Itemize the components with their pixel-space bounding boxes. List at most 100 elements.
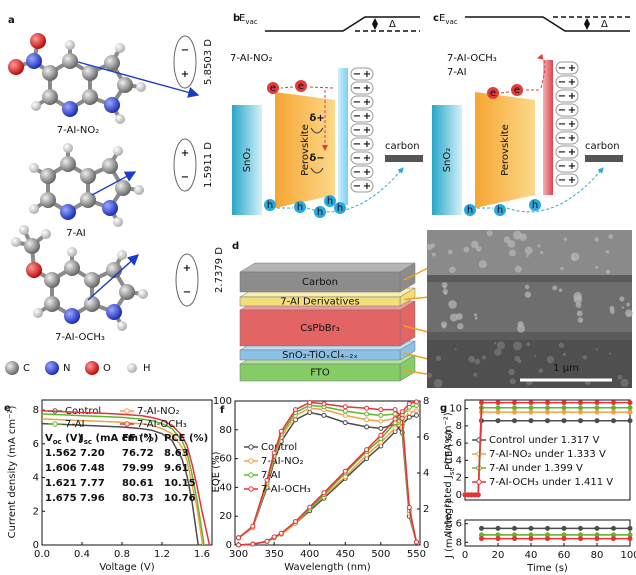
dipole-pill bbox=[173, 35, 197, 89]
sign: − bbox=[183, 287, 191, 298]
evac-label-part: vac bbox=[445, 18, 457, 26]
legend-marker bbox=[248, 444, 254, 450]
sem-grain bbox=[595, 348, 598, 351]
perovskite-label: Perovskite bbox=[300, 124, 311, 176]
layer-label: Carbon bbox=[302, 277, 338, 288]
hole-label: h bbox=[337, 203, 343, 214]
series-marker bbox=[278, 428, 284, 434]
sem-grain bbox=[449, 266, 456, 274]
electron-label: e bbox=[270, 83, 276, 94]
y-axis-label: Current density (mA cm⁻²) bbox=[7, 406, 18, 539]
plot-frame bbox=[41, 399, 213, 546]
x-tick-label: 0.0 bbox=[34, 549, 50, 560]
atom bbox=[84, 272, 100, 288]
table-header-part: (mA cm⁻²) bbox=[92, 433, 152, 444]
sem-grain bbox=[442, 324, 447, 329]
sign: − bbox=[181, 45, 189, 56]
series-marker bbox=[528, 536, 534, 542]
sem-grain bbox=[435, 355, 442, 361]
series-marker bbox=[594, 400, 600, 406]
dipole-pill bbox=[175, 253, 199, 307]
sem-grain bbox=[524, 291, 532, 298]
legend-label: Control bbox=[261, 442, 297, 453]
hole bbox=[529, 199, 541, 211]
legend-label: Control bbox=[65, 406, 101, 417]
y2-tick-label: 6 bbox=[423, 432, 429, 443]
series-marker bbox=[321, 490, 327, 496]
sem-grain bbox=[443, 285, 447, 289]
legend-label: 7-AI under 1.399 V bbox=[489, 463, 583, 474]
sign: − bbox=[181, 172, 189, 183]
sem-grain bbox=[449, 313, 458, 322]
legend-marker bbox=[124, 421, 130, 427]
y-tick-label: 40 bbox=[219, 482, 232, 493]
series-marker bbox=[364, 447, 370, 453]
series-marker bbox=[594, 405, 600, 411]
atom bbox=[117, 250, 127, 260]
atom bbox=[82, 89, 98, 105]
y-axis-label: EQE (%) bbox=[211, 451, 222, 492]
x-tick-label: 80 bbox=[591, 550, 604, 561]
charge-well bbox=[310, 127, 324, 174]
series-marker bbox=[528, 409, 534, 415]
layer-label: CsPbBr₃ bbox=[300, 323, 340, 334]
panel-letter: d bbox=[232, 241, 239, 252]
series-marker bbox=[495, 418, 501, 424]
x-tick-label: 450 bbox=[336, 549, 355, 560]
table-cell: 1.675 bbox=[45, 493, 77, 504]
series-marker bbox=[611, 409, 616, 415]
perovskite-label: Perovskite bbox=[500, 124, 511, 176]
table-cell: 76.72 bbox=[122, 448, 154, 459]
series-marker bbox=[399, 415, 405, 421]
hole-label: h bbox=[467, 205, 473, 216]
series-marker bbox=[512, 525, 517, 531]
series-marker bbox=[512, 405, 517, 411]
y2-tick-label: 4 bbox=[423, 468, 429, 479]
sign: − bbox=[558, 133, 566, 144]
series-marker bbox=[627, 409, 633, 415]
legend-marker bbox=[248, 472, 254, 478]
series-marker bbox=[512, 400, 517, 406]
sno2-layer bbox=[432, 105, 462, 215]
sign: − bbox=[353, 153, 361, 164]
sign: − bbox=[558, 105, 566, 116]
y-tick-label: 6 bbox=[456, 438, 462, 449]
series-marker bbox=[342, 468, 348, 474]
hole-label: h bbox=[297, 202, 303, 213]
series-marker bbox=[611, 405, 616, 411]
layer-label: 7-AI Derivatives bbox=[280, 297, 360, 308]
series-marker bbox=[545, 418, 550, 424]
atom bbox=[113, 146, 123, 156]
table-cell: 1.621 bbox=[45, 478, 77, 489]
hole bbox=[334, 202, 346, 214]
y2-tick-label: 8 bbox=[456, 537, 462, 548]
dipole-pill bbox=[350, 151, 374, 165]
sem-grain bbox=[509, 378, 516, 385]
series-marker bbox=[250, 541, 256, 547]
sem-grain bbox=[494, 348, 502, 356]
series-marker bbox=[578, 418, 583, 424]
sign: − bbox=[558, 91, 566, 102]
atom bbox=[134, 185, 144, 195]
sign: − bbox=[558, 161, 566, 172]
sem-grain bbox=[514, 355, 521, 362]
y2-tick-label: 6 bbox=[456, 519, 462, 530]
series-marker bbox=[364, 405, 370, 411]
delta-minus: δ− bbox=[309, 153, 324, 164]
x-tick-label: 350 bbox=[265, 549, 284, 560]
series-marker bbox=[392, 425, 398, 431]
atom bbox=[82, 65, 98, 81]
atom bbox=[67, 247, 77, 257]
sem-grain bbox=[513, 341, 523, 351]
series-marker bbox=[378, 407, 384, 413]
table-header: FF (%) bbox=[122, 433, 158, 444]
series-marker bbox=[594, 536, 600, 542]
sign: − bbox=[353, 167, 361, 178]
sem-grain bbox=[448, 300, 457, 309]
table-cell: 80.73 bbox=[122, 493, 154, 504]
sign: + bbox=[568, 147, 576, 158]
table-cell: 7.96 bbox=[80, 493, 105, 504]
sem-grain bbox=[433, 378, 443, 388]
sem-grain bbox=[562, 352, 566, 356]
series-marker bbox=[413, 539, 419, 545]
